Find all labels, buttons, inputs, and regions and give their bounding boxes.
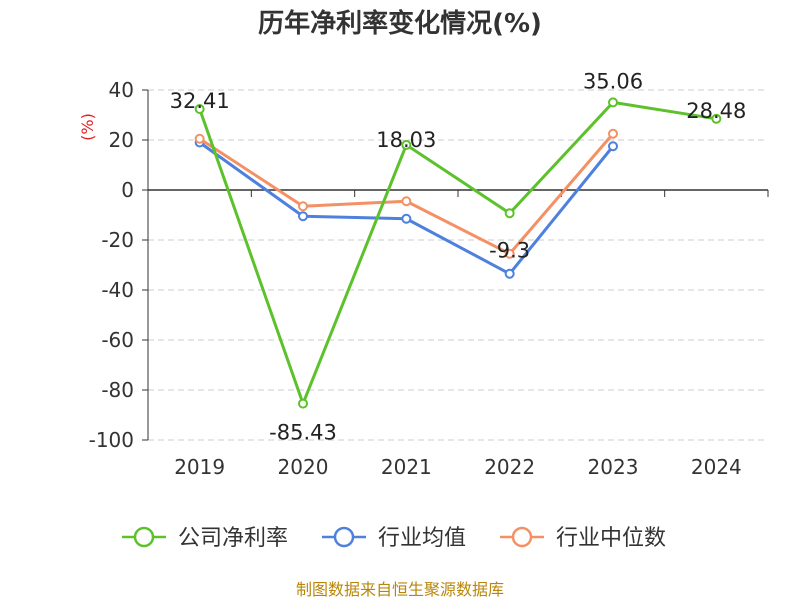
data-point	[194, 103, 205, 114]
y-tick-label: 40	[109, 78, 134, 102]
data-point	[401, 139, 412, 150]
x-tick-label: 2020	[278, 455, 329, 479]
data-point	[298, 398, 308, 409]
data-point	[608, 141, 618, 152]
legend: 公司净利率 行业均值 行业中位数	[122, 526, 666, 551]
y-axis-unit-label: (%)	[78, 113, 97, 141]
source-note: 制图数据来自恒生聚源数据库	[296, 580, 504, 599]
data-label: -9.3	[489, 238, 530, 262]
y-tick-label: 20	[109, 128, 134, 152]
x-tick-label: 2021	[381, 455, 432, 479]
data-label: 28.48	[686, 99, 746, 123]
x-tick-label: 2019	[174, 455, 225, 479]
chart-title: 历年净利率变化情况(%)	[258, 8, 542, 39]
data-point	[504, 248, 515, 259]
data-point	[504, 268, 515, 279]
data-point	[608, 97, 618, 108]
y-tick-label: -60	[101, 328, 134, 352]
legend-marker	[333, 526, 355, 548]
legend-label: 公司净利率	[178, 526, 288, 551]
legend-label: 行业中位数	[556, 526, 666, 551]
series-line	[198, 141, 615, 276]
series-lines	[194, 97, 722, 409]
data-label: -85.43	[269, 421, 337, 445]
y-tick-label: -100	[89, 428, 134, 452]
series-line	[198, 100, 717, 406]
data-label: 35.06	[583, 69, 643, 93]
gridlines	[148, 89, 768, 441]
data-point	[401, 196, 412, 207]
data-labels: 32.41 -85.43 18.03 -9.3 35.06 28.48	[170, 69, 747, 444]
x-tick-label: 2024	[691, 455, 742, 479]
data-point	[194, 133, 205, 144]
data-point	[711, 113, 722, 124]
x-tick-label: 2023	[588, 455, 639, 479]
legend-label: 行业均值	[378, 526, 466, 551]
data-point	[608, 128, 618, 139]
data-point	[298, 211, 308, 222]
y-tick-label: -80	[101, 378, 134, 402]
data-point	[298, 201, 308, 212]
y-tick-label: -20	[101, 228, 134, 252]
data-label: 18.03	[376, 128, 436, 152]
legend-marker	[511, 526, 533, 548]
axes: 40 20 0 -20 -40 -60 -80 -100 2019 2020 2021 2022 202…	[89, 78, 769, 479]
legend-marker	[133, 526, 155, 548]
data-label: 32.41	[170, 89, 230, 113]
x-tick-label: 2022	[484, 455, 535, 479]
y-tick-label: -40	[101, 278, 134, 302]
y-tick-label: 0	[121, 178, 134, 202]
data-point	[401, 213, 412, 224]
data-point	[504, 208, 515, 219]
